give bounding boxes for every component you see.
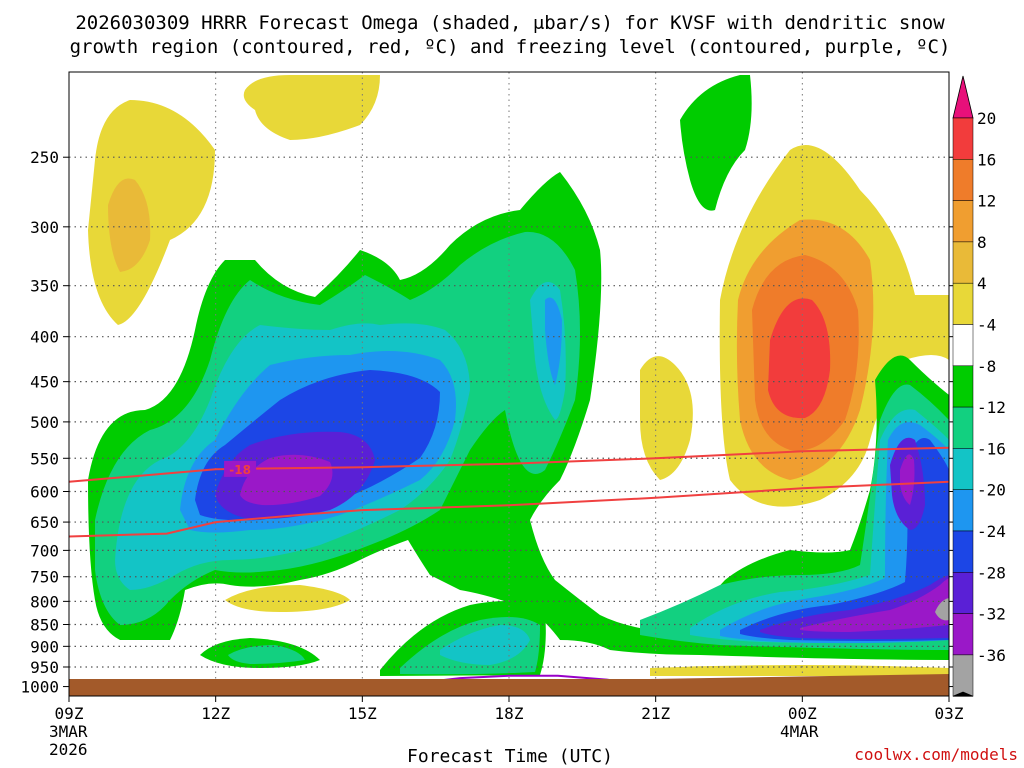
colorbar-segment xyxy=(953,159,973,200)
colorbar-segment xyxy=(953,448,973,489)
colorbar-label: 16 xyxy=(977,150,996,169)
colorbar-label: -24 xyxy=(977,522,1006,541)
colorbar-segment xyxy=(953,283,973,324)
colorbar-segment xyxy=(953,531,973,572)
x-tick-label: 21Z xyxy=(641,704,670,723)
colorbar-label: -36 xyxy=(977,646,1006,665)
y-tick-label: 350 xyxy=(30,277,59,296)
x-axis: 09Z 12Z 15Z 18Z 21Z 00Z 03Z xyxy=(55,696,964,723)
colorbar-label: -28 xyxy=(977,563,1006,582)
colorbar-segment xyxy=(953,614,973,655)
x-tick-label: 03Z xyxy=(935,704,964,723)
chart-title-line1: 2026030309 HRRR Forecast Omega (shaded, … xyxy=(75,12,945,34)
y-tick-label: 950 xyxy=(30,658,59,677)
plot-area: -18 xyxy=(69,72,949,696)
colorbar-segment xyxy=(953,366,973,407)
omega-shade-region xyxy=(650,665,949,676)
colorbar-segment xyxy=(953,76,973,118)
colorbar-label: -4 xyxy=(977,316,996,335)
y-tick-label: 650 xyxy=(30,513,59,532)
y-tick-label: 750 xyxy=(30,568,59,587)
x-date-label-start: 3MAR xyxy=(49,722,88,741)
colorbar-segment xyxy=(953,490,973,531)
y-tick-label: 250 xyxy=(30,148,59,167)
chart-title-line2: growth region (contoured, red, ºC) and f… xyxy=(70,36,951,58)
x-year-label: 2026 xyxy=(49,740,88,759)
y-tick-label: 550 xyxy=(30,449,59,468)
colorbar-segment xyxy=(953,242,973,283)
colorbar-label: 20 xyxy=(977,109,996,128)
colorbar-segment xyxy=(953,572,973,613)
colorbar-label: 4 xyxy=(977,274,987,293)
colorbar-label: -20 xyxy=(977,481,1006,500)
x-axis-title: Forecast Time (UTC) xyxy=(407,746,613,767)
colorbar-label: 8 xyxy=(977,233,987,252)
y-tick-label: 900 xyxy=(30,637,59,656)
x-tick-label: 09Z xyxy=(55,704,84,723)
y-tick-label: 800 xyxy=(30,592,59,611)
colorbar-segment xyxy=(953,201,973,242)
y-tick-label: 450 xyxy=(30,373,59,392)
x-tick-label: 00Z xyxy=(788,704,817,723)
y-tick-label: 850 xyxy=(30,616,59,635)
x-tick-label: 18Z xyxy=(495,704,524,723)
colorbar-label: -12 xyxy=(977,398,1006,417)
y-tick-label: 1000 xyxy=(20,678,59,697)
colorbar-label: -16 xyxy=(977,439,1006,458)
colorbar-segment xyxy=(953,407,973,448)
colorbar-label: -8 xyxy=(977,357,996,376)
colorbar-segment xyxy=(953,655,973,696)
x-tick-label: 12Z xyxy=(201,704,230,723)
y-tick-label: 600 xyxy=(30,483,59,502)
colorbar-segment xyxy=(953,325,973,366)
credit-label: coolwx.com/models xyxy=(854,745,1018,764)
contour-label: -18 xyxy=(229,463,251,477)
y-tick-label: 700 xyxy=(30,541,59,560)
y-tick-label: 400 xyxy=(30,328,59,347)
x-date-label-mid: 4MAR xyxy=(780,722,819,741)
y-tick-label: 500 xyxy=(30,413,59,432)
y-tick-label: 300 xyxy=(30,218,59,237)
omega-time-height-chart: 2026030309 HRRR Forecast Omega (shaded, … xyxy=(0,0,1024,768)
colorbar: 20 16 12 8 4 -4 -8 -12 -16 -20 -24 -28 -32 -36 xyxy=(953,76,1006,696)
colorbar-label: 12 xyxy=(977,192,996,211)
x-tick-label: 15Z xyxy=(348,704,377,723)
colorbar-label: -32 xyxy=(977,605,1006,624)
colorbar-segment xyxy=(953,118,973,159)
